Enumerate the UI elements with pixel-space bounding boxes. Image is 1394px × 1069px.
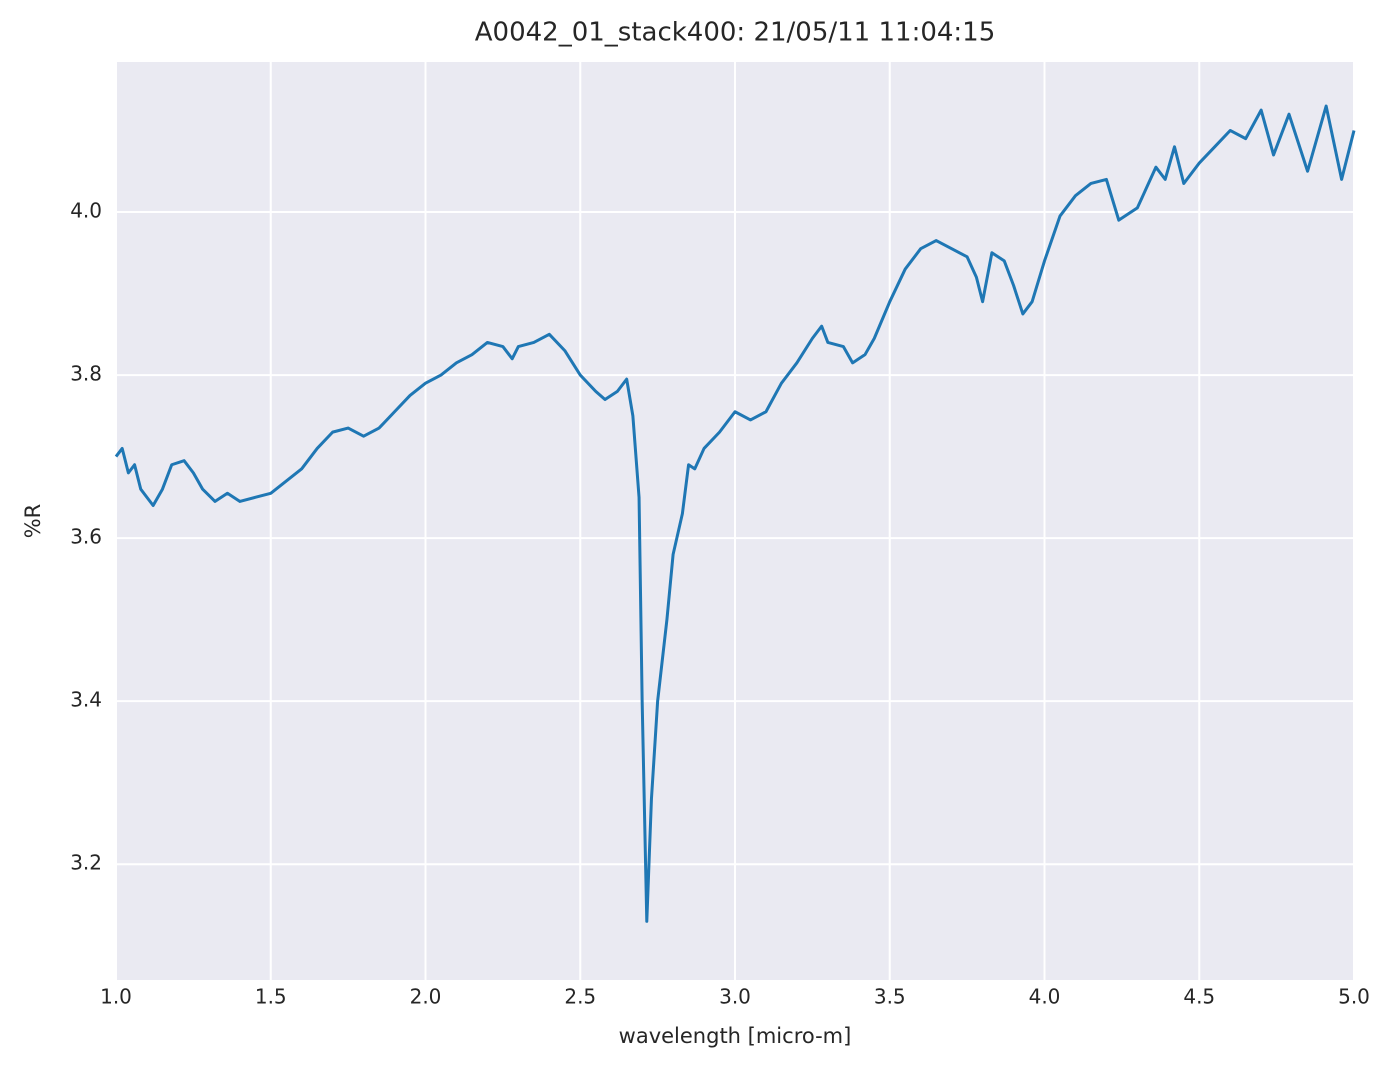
x-tick-label: 4.5 xyxy=(1183,985,1215,1009)
y-tick-label: 3.8 xyxy=(70,362,102,386)
x-tick-label: 3.5 xyxy=(874,985,906,1009)
x-tick-label: 5.0 xyxy=(1338,985,1370,1009)
x-tick-label: 2.5 xyxy=(564,985,596,1009)
y-tick-label: 3.4 xyxy=(70,688,102,712)
chart-title: A0042_01_stack400: 21/05/11 11:04:15 xyxy=(475,18,996,48)
x-tick-label: 3.0 xyxy=(719,985,751,1009)
y-tick-label: 3.6 xyxy=(70,525,102,549)
data-line xyxy=(114,104,1356,923)
x-tick-label: 2.0 xyxy=(410,985,442,1009)
x-tick-label: 1.5 xyxy=(255,985,287,1009)
x-axis-label: wavelength [micro-m] xyxy=(619,1024,852,1048)
y-tick-label: 3.2 xyxy=(70,851,102,875)
x-tick-label: 1.0 xyxy=(100,985,132,1009)
y-axis-label: %R xyxy=(21,504,45,539)
y-tick-label: 4.0 xyxy=(70,199,102,223)
x-tick-label: 4.0 xyxy=(1029,985,1061,1009)
